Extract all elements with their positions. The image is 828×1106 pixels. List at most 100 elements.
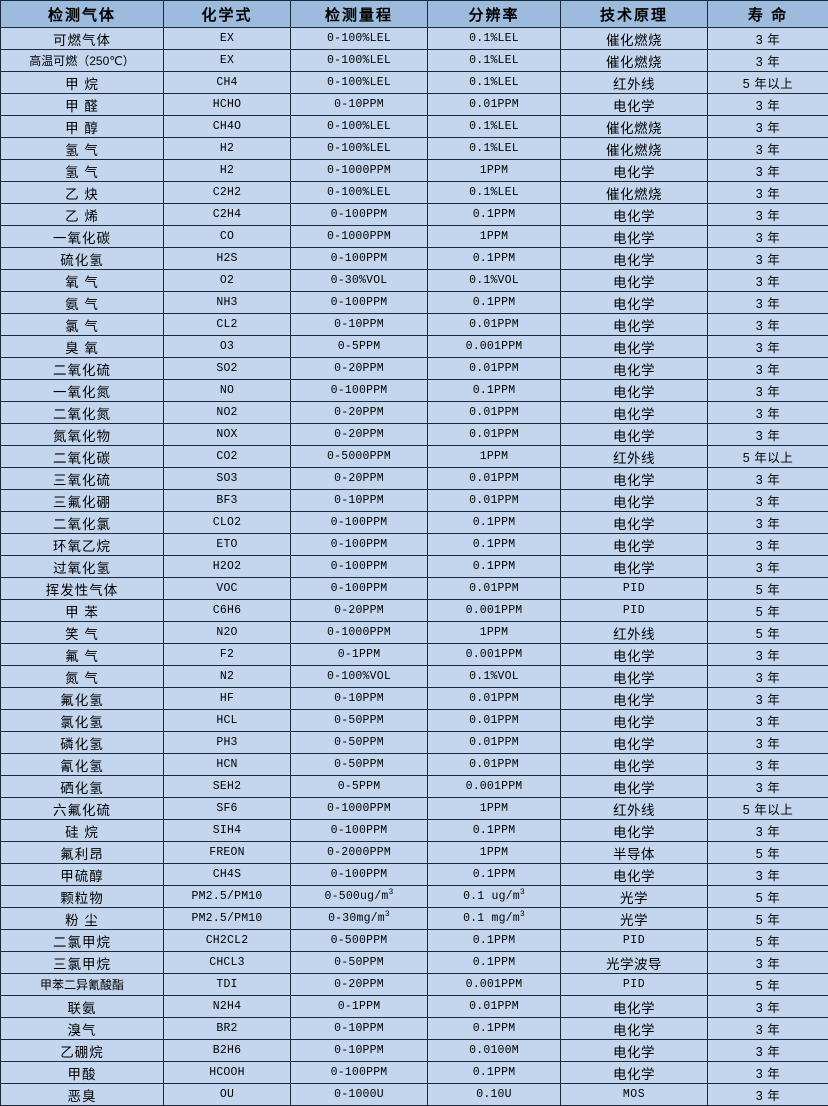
cell-chemical-formula: O3: [164, 336, 291, 358]
cell-lifespan: 3 年: [708, 160, 828, 182]
cell-lifespan: 3 年: [708, 292, 828, 314]
cell-resolution: 0.01PPM: [428, 732, 561, 754]
cell-detection-range: 0-100PPM: [291, 578, 428, 600]
cell-chemical-formula: SIH4: [164, 820, 291, 842]
cell-resolution: 0.1PPM: [428, 380, 561, 402]
cell-chemical-formula: B2H6: [164, 1040, 291, 1062]
cell-resolution: 0.01PPM: [428, 94, 561, 116]
cell-gas-name: 硒化氢: [1, 776, 164, 798]
cell-gas-name: 高温可燃（250℃）: [1, 50, 164, 72]
cell-technology: 电化学: [561, 644, 708, 666]
cell-technology: 电化学: [561, 468, 708, 490]
cell-lifespan: 3 年: [708, 820, 828, 842]
cell-technology: 电化学: [561, 864, 708, 886]
cell-detection-range: 0-20PPM: [291, 358, 428, 380]
cell-gas-name: 乙硼烷: [1, 1040, 164, 1062]
cell-gas-name: 二氧化碳: [1, 446, 164, 468]
cell-detection-range: 0-20PPM: [291, 402, 428, 424]
cell-detection-range: 0-100PPM: [291, 292, 428, 314]
cell-gas-name: 氯化氢: [1, 710, 164, 732]
cell-chemical-formula: CO2: [164, 446, 291, 468]
cell-technology: 电化学: [561, 402, 708, 424]
cell-lifespan: 5 年以上: [708, 446, 828, 468]
cell-lifespan: 5 年: [708, 578, 828, 600]
cell-gas-name: 硫化氢: [1, 248, 164, 270]
cell-chemical-formula: NOX: [164, 424, 291, 446]
cell-technology: 红外线: [561, 798, 708, 820]
cell-detection-range: 0-100%VOL: [291, 666, 428, 688]
cell-resolution: 0.01PPM: [428, 688, 561, 710]
cell-lifespan: 5 年: [708, 600, 828, 622]
cell-detection-range: 0-100%LEL: [291, 116, 428, 138]
cell-gas-name: 甲 醇: [1, 116, 164, 138]
cell-gas-name: 一氧化碳: [1, 226, 164, 248]
cell-lifespan: 3 年: [708, 512, 828, 534]
cell-chemical-formula: CH4: [164, 72, 291, 94]
cell-detection-range: 0-5PPM: [291, 336, 428, 358]
cell-chemical-formula: SF6: [164, 798, 291, 820]
cell-detection-range: 0-1000U: [291, 1084, 428, 1106]
cell-lifespan: 3 年: [708, 776, 828, 798]
cell-lifespan: 3 年: [708, 490, 828, 512]
cell-resolution: 0.1PPM: [428, 930, 561, 952]
cell-detection-range: 0-100%LEL: [291, 50, 428, 72]
cell-resolution: 0.1%LEL: [428, 138, 561, 160]
cell-chemical-formula: HCHO: [164, 94, 291, 116]
cell-gas-name: 甲苯二异氰酸酯: [1, 974, 164, 996]
cell-detection-range: 0-30%VOL: [291, 270, 428, 292]
cell-technology: 电化学: [561, 490, 708, 512]
column-header-lifespan: 寿 命: [708, 1, 828, 28]
cell-detection-range: 0-50PPM: [291, 952, 428, 974]
cell-resolution: 0.10U: [428, 1084, 561, 1106]
cell-chemical-formula: HCOOH: [164, 1062, 291, 1084]
cell-technology: 电化学: [561, 666, 708, 688]
cell-chemical-formula: CH2CL2: [164, 930, 291, 952]
cell-lifespan: 3 年: [708, 424, 828, 446]
cell-resolution: 1PPM: [428, 160, 561, 182]
cell-gas-name: 氢 气: [1, 138, 164, 160]
cell-chemical-formula: CHCL3: [164, 952, 291, 974]
cell-gas-name: 甲硫醇: [1, 864, 164, 886]
cell-lifespan: 5 年: [708, 908, 828, 930]
cell-lifespan: 3 年: [708, 996, 828, 1018]
cell-chemical-formula: PM2.5/PM10: [164, 886, 291, 908]
cell-detection-range: 0-100PPM: [291, 534, 428, 556]
cell-lifespan: 3 年: [708, 336, 828, 358]
cell-gas-name: 联氨: [1, 996, 164, 1018]
cell-lifespan: 5 年: [708, 886, 828, 908]
cell-chemical-formula: FREON: [164, 842, 291, 864]
cell-lifespan: 3 年: [708, 1040, 828, 1062]
cell-resolution: 0.1%LEL: [428, 116, 561, 138]
cell-gas-name: 溴气: [1, 1018, 164, 1040]
cell-lifespan: 3 年: [708, 1062, 828, 1084]
column-header-technology: 技术原理: [561, 1, 708, 28]
cell-detection-range: 0-1PPM: [291, 644, 428, 666]
cell-gas-name: 三氟化硼: [1, 490, 164, 512]
header-row: 检测气体 化学式 检测量程 分辨率 技术原理 寿 命: [1, 1, 828, 28]
cell-technology: 电化学: [561, 336, 708, 358]
cell-chemical-formula: H2S: [164, 248, 291, 270]
cell-resolution: 0.1PPM: [428, 534, 561, 556]
cell-lifespan: 3 年: [708, 864, 828, 886]
cell-lifespan: 3 年: [708, 226, 828, 248]
cell-lifespan: 3 年: [708, 138, 828, 160]
cell-gas-name: 二氧化氮: [1, 402, 164, 424]
cell-detection-range: 0-50PPM: [291, 732, 428, 754]
cell-resolution: 1PPM: [428, 226, 561, 248]
cell-detection-range: 0-1000PPM: [291, 622, 428, 644]
column-header-detection-range: 检测量程: [291, 1, 428, 28]
cell-technology: 电化学: [561, 292, 708, 314]
cell-lifespan: 5 年: [708, 974, 828, 996]
cell-gas-name: 氟利昂: [1, 842, 164, 864]
cell-resolution: 0.001PPM: [428, 336, 561, 358]
